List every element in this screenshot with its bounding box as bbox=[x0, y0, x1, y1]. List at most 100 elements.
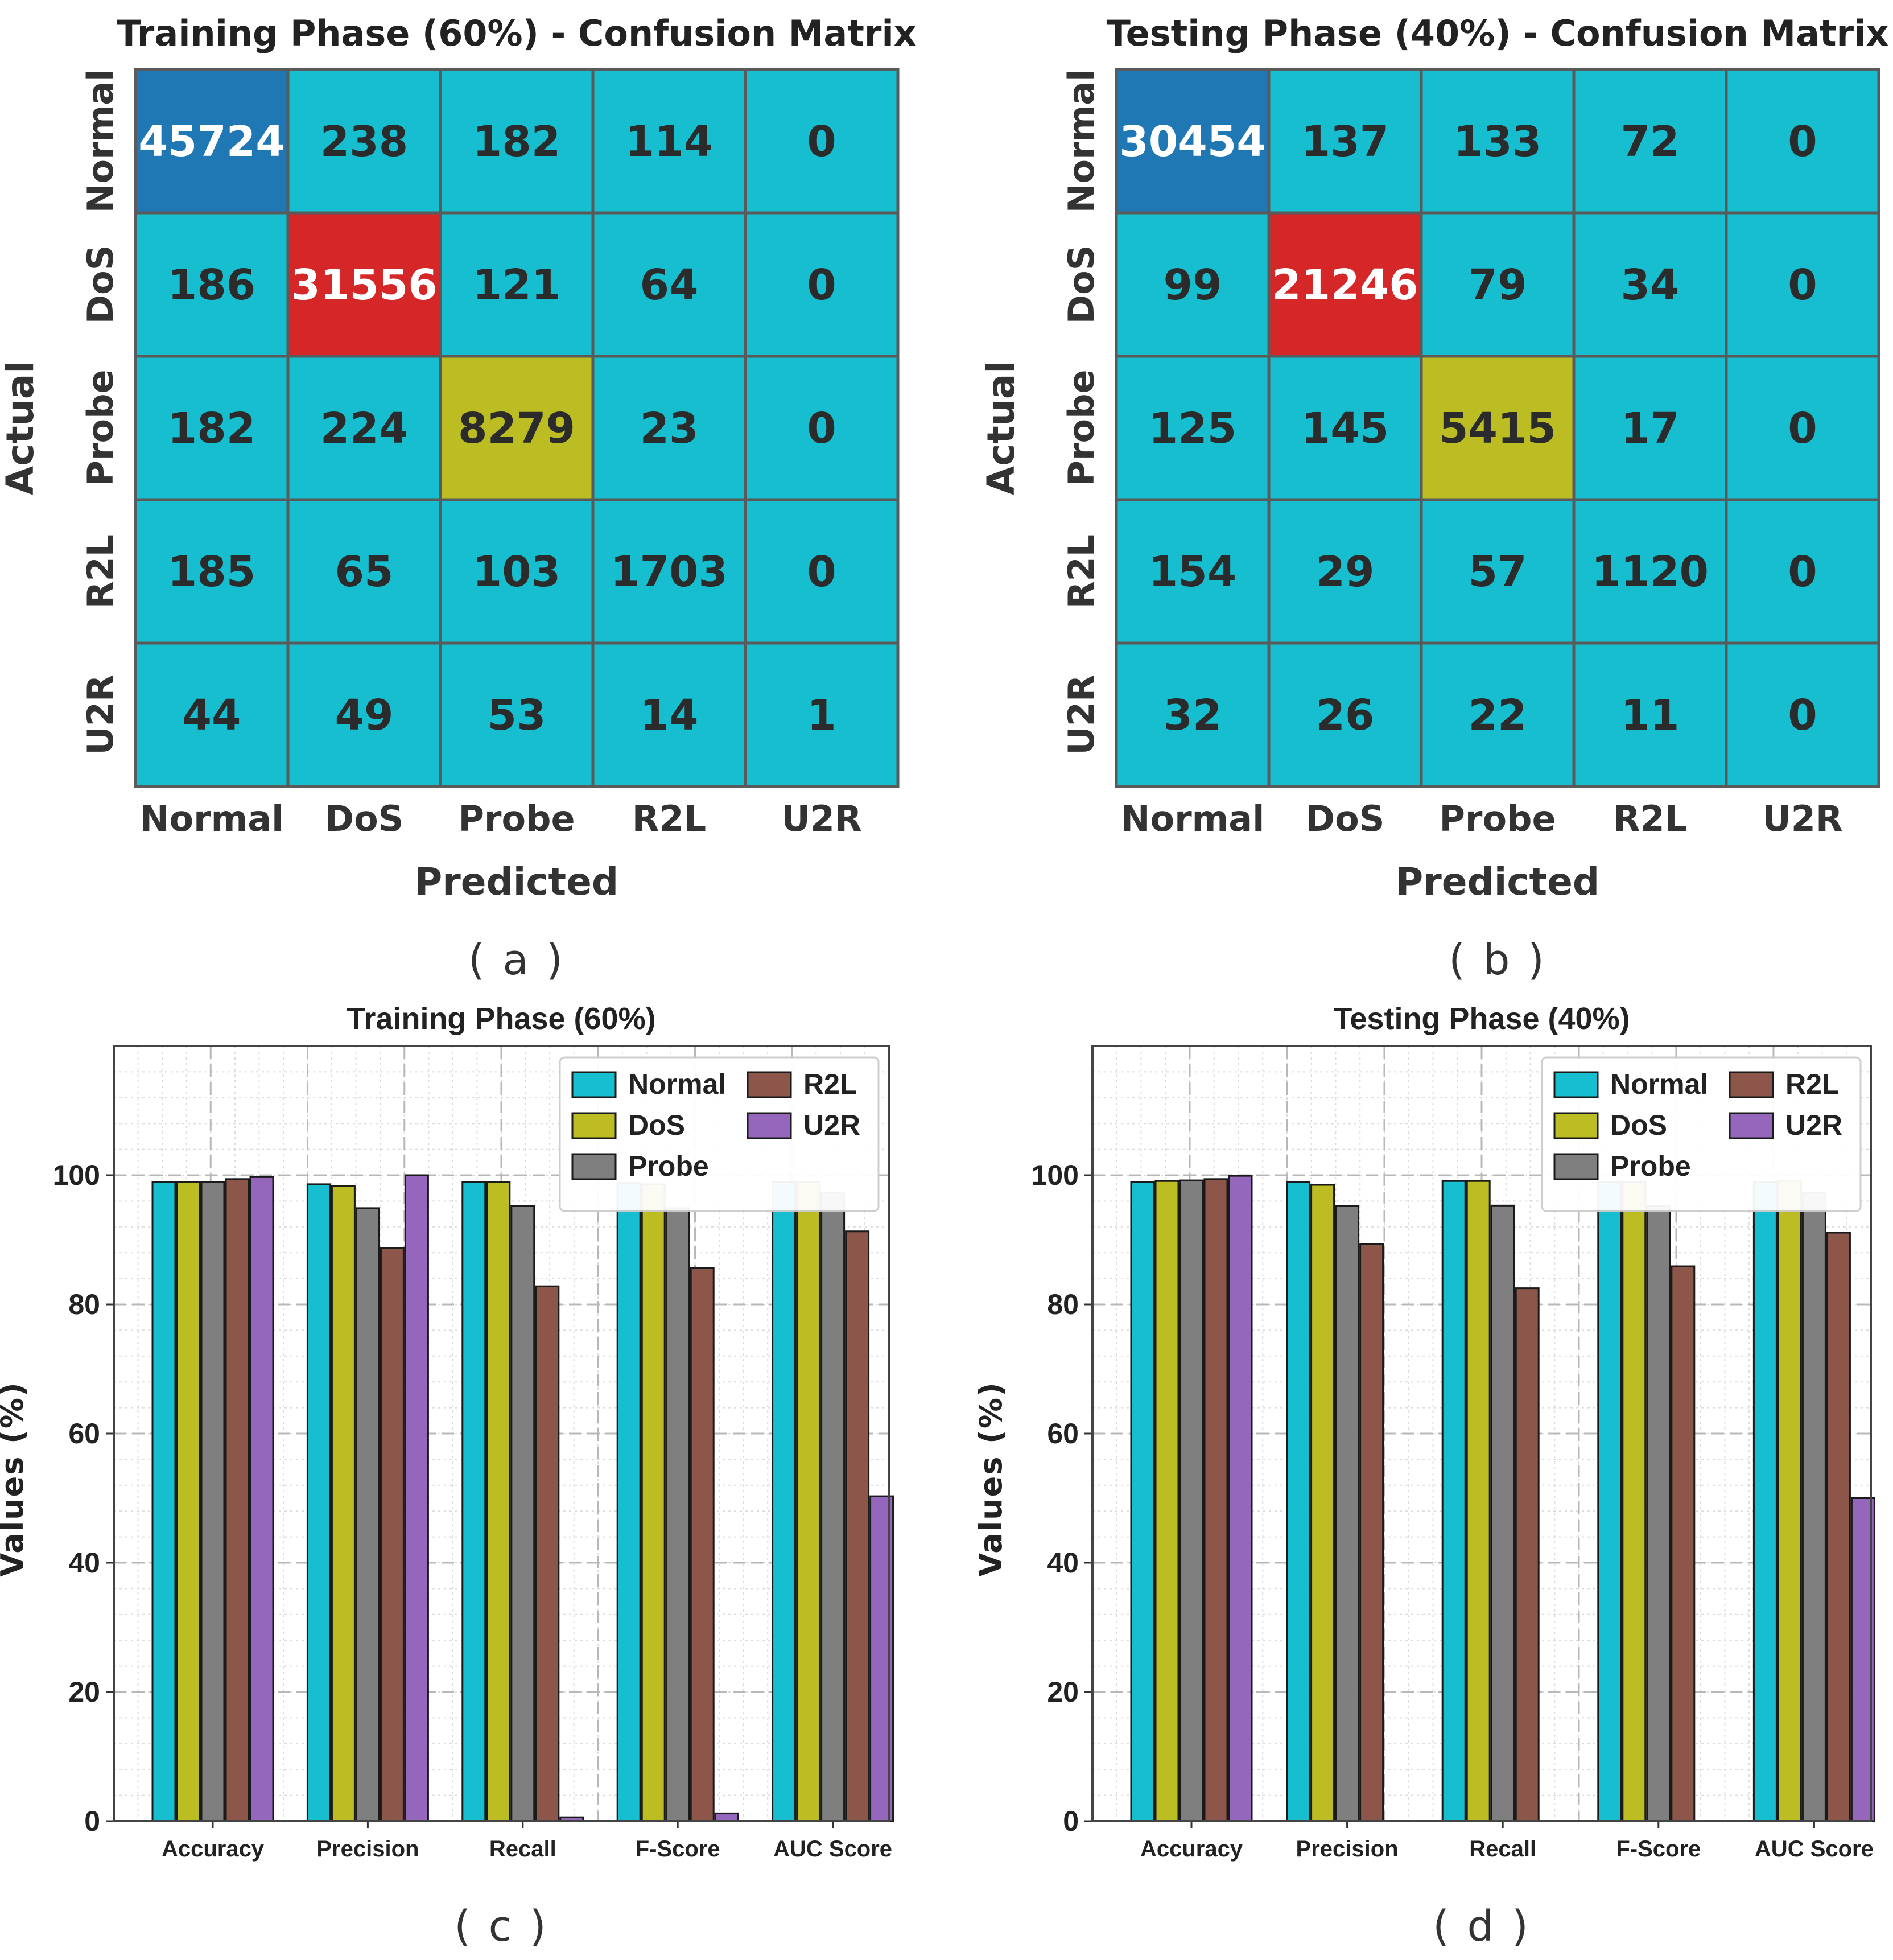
cm-test-cell-value: 29 bbox=[1316, 547, 1375, 596]
cm-train-cell-value: 0 bbox=[807, 117, 836, 166]
bar-train-ytick-label: 60 bbox=[68, 1418, 100, 1450]
cm-test-cell bbox=[1572, 641, 1728, 788]
cm-train-cell-value: 8279 bbox=[458, 404, 575, 453]
bar-test-bar-dos bbox=[1310, 1184, 1335, 1822]
cm-test-xtick-label: R2L bbox=[1613, 798, 1687, 839]
bar-train-ytick-label: 20 bbox=[68, 1676, 100, 1708]
panel-c-bar-chart-training: Training Phase (60%) Accuracy Precision Rec… bbox=[0, 1002, 894, 1951]
bar-test-bar-normal bbox=[1752, 1181, 1777, 1822]
cm-test-cell bbox=[1725, 641, 1880, 788]
cm-test-cell-value: 145 bbox=[1301, 404, 1389, 453]
cm-train-cell bbox=[439, 211, 595, 358]
cm-train-cell bbox=[439, 641, 595, 788]
bar-train-bar-r2l bbox=[845, 1230, 870, 1822]
cm-train-cell-value: 14 bbox=[640, 691, 699, 740]
cm-train-cell-value: 121 bbox=[473, 261, 560, 310]
bar-train-bar-normal bbox=[306, 1183, 331, 1822]
cm-test-cell-value: 34 bbox=[1621, 261, 1680, 310]
cm-train-cell bbox=[134, 641, 290, 788]
bar-test-ylabel: Values (%) bbox=[973, 1381, 1009, 1576]
cm-train-cell-value: 185 bbox=[168, 547, 255, 596]
cm-test-ylabel: Actual bbox=[979, 361, 1023, 495]
bar-test-xtick-label: Precision bbox=[1296, 1837, 1399, 1862]
bar-train-legend-swatch-normal bbox=[571, 1071, 617, 1098]
bar-train-legend-label: R2L bbox=[803, 1068, 857, 1100]
cm-test-cell bbox=[1420, 68, 1576, 215]
cm-train-cell-value: 182 bbox=[473, 117, 560, 166]
bar-train-bar-probe bbox=[665, 1207, 690, 1822]
cm-train-cell bbox=[286, 68, 442, 215]
cm-train-cell-value: 1703 bbox=[611, 547, 728, 596]
cm-train-cell bbox=[439, 68, 595, 215]
bar-test-bar-normal bbox=[1441, 1180, 1466, 1822]
bar-train-bar-u2r bbox=[249, 1176, 274, 1822]
cm-test-cell bbox=[1267, 355, 1423, 501]
bar-train-xtick-label: Accuracy bbox=[162, 1837, 265, 1862]
cm-train-cell-value: 238 bbox=[320, 117, 408, 166]
bar-train-title: Training Phase (60%) bbox=[347, 1002, 655, 1036]
cm-train-cell-value: 45724 bbox=[138, 117, 284, 166]
cm-test-xtick-label: Probe bbox=[1439, 798, 1556, 839]
bar-test-bar-r2l bbox=[1671, 1265, 1696, 1822]
cm-train-xtick-label: Probe bbox=[458, 798, 575, 839]
cm-train-cell-value: 53 bbox=[488, 691, 546, 740]
cm-test-xtick-label: Normal bbox=[1121, 798, 1265, 839]
cm-test-cell-value: 22 bbox=[1469, 691, 1527, 740]
cm-test-ytick-label: R2L bbox=[1061, 534, 1102, 608]
bar-train-bar-dos bbox=[486, 1181, 511, 1822]
bar-test-bar-normal bbox=[1130, 1181, 1155, 1822]
bar-train-bar-probe bbox=[355, 1207, 380, 1822]
cm-train-xlabel: Predicted bbox=[415, 860, 618, 904]
cm-train-cell bbox=[591, 355, 747, 501]
cm-train-cell-value: 224 bbox=[320, 404, 408, 453]
cm-train-ylabel: Actual bbox=[0, 361, 42, 495]
bar-test-axes-frame bbox=[1091, 1045, 1872, 1822]
panel-d-bar-chart-testing: Testing Phase (40%) Accuracy Precision Reca… bbox=[973, 1002, 1875, 1951]
bar-train-legend-label: U2R bbox=[803, 1109, 860, 1141]
cm-train-ytick-label: R2L bbox=[80, 534, 121, 608]
bar-train-ylabel: Values (%) bbox=[0, 1381, 30, 1576]
cm-test-cell-value: 0 bbox=[1788, 404, 1817, 453]
cm-train-cell bbox=[286, 641, 442, 788]
cm-train-cell bbox=[286, 355, 442, 501]
bar-test-bar-dos bbox=[1622, 1181, 1647, 1822]
bar-test-ytick-label: 40 bbox=[1047, 1547, 1079, 1579]
cm-test-cell-value: 11 bbox=[1621, 691, 1680, 740]
bar-test-legend-label: R2L bbox=[1785, 1068, 1839, 1100]
bar-test-ytick-label: 100 bbox=[1032, 1159, 1079, 1191]
bar-train-bar-probe bbox=[820, 1192, 846, 1822]
cm-test-ytick-label: U2R bbox=[1061, 674, 1102, 755]
cm-train-cell-value: 49 bbox=[335, 691, 394, 740]
cm-test-ytick-label: DoS bbox=[1061, 245, 1102, 324]
cm-train-cell-value: 0 bbox=[807, 261, 836, 310]
cm-test-cell bbox=[1572, 68, 1728, 215]
bar-test-bar-probe bbox=[1179, 1179, 1204, 1822]
bar-test-legend-box bbox=[1541, 1056, 1862, 1212]
bar-test-xtick-label: AUC Score bbox=[1755, 1837, 1874, 1862]
bar-test-bar-normal bbox=[1286, 1181, 1311, 1822]
bar-test-bar-r2l bbox=[1826, 1232, 1851, 1822]
bar-test-legend-swatch-normal bbox=[1553, 1071, 1599, 1098]
cm-test-cell bbox=[1115, 641, 1271, 788]
bar-test-ytick-label: 0 bbox=[1063, 1805, 1079, 1837]
bar-train-bar-probe bbox=[200, 1181, 225, 1822]
cm-test-cell bbox=[1267, 498, 1423, 645]
cm-train-cell bbox=[744, 211, 900, 358]
cm-train-cell-value: 182 bbox=[168, 404, 255, 453]
cm-train-ytick-label: U2R bbox=[80, 674, 121, 755]
bar-train-legend-swatch-dos bbox=[571, 1112, 617, 1139]
cm-test-cell-value: 0 bbox=[1788, 117, 1817, 166]
bar-train-legend-label: Probe bbox=[628, 1150, 709, 1182]
bar-test-ytick-label: 60 bbox=[1047, 1418, 1079, 1450]
cm-test-xlabel: Predicted bbox=[1396, 860, 1599, 904]
bar-test-legend-swatch-u2r bbox=[1729, 1112, 1774, 1139]
bar-train-bar-normal bbox=[616, 1182, 641, 1822]
bar-test-bar-probe bbox=[1335, 1205, 1360, 1822]
cm-test-cell-value: 0 bbox=[1788, 547, 1817, 596]
bar-train-legend-swatch-u2r bbox=[747, 1112, 792, 1139]
bar-train-bar-normal bbox=[772, 1181, 797, 1822]
bar-test-bar-dos bbox=[1777, 1180, 1802, 1822]
panel-b-confusion-matrix-testing: Testing Phase (40%) - Confusion Matrix 30… bbox=[979, 13, 1888, 985]
cm-test-cell bbox=[1572, 355, 1728, 501]
cm-train-xtick-label: DoS bbox=[325, 798, 404, 839]
